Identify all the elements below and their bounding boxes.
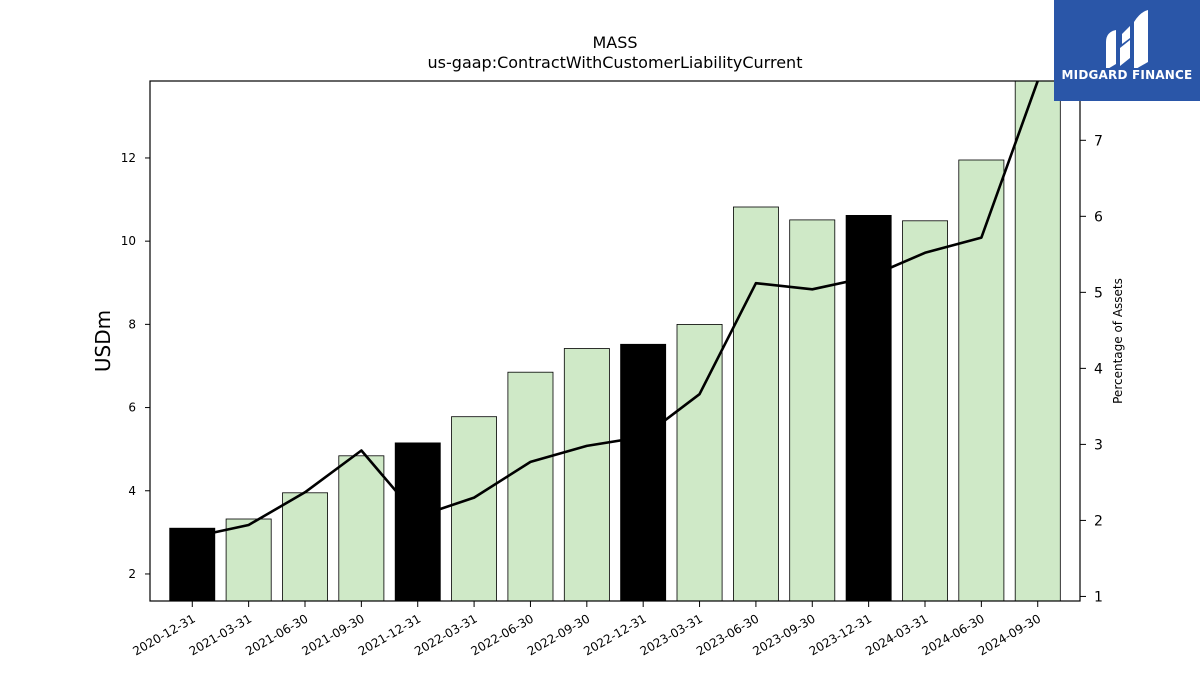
bar-2022-12-31 [620,343,667,602]
y2-tick-label: 1 [1094,589,1103,605]
y2-tick-label: 5 [1094,285,1103,301]
y2-tick-label: 4 [1094,361,1103,377]
bar-series [169,80,1061,602]
y2-tick-label: 6 [1094,209,1103,225]
bar-2023-03-31 [676,323,723,602]
y2-axis-label: Percentage of Assets [1111,278,1125,404]
y2-axis: 1 2 3 4 5 6 7 [1080,133,1103,605]
x-tick-label: 2020-12-31 [130,611,197,658]
brand-logo: MIDGARD FINANCE [1054,0,1200,101]
plot-frame [149,80,1081,602]
x-axis: 2020-12-312021-03-312021-06-302021-09-30… [130,601,1043,658]
x-tick-label: 2022-12-31 [581,611,648,658]
x-tick-label: 2022-03-31 [412,611,479,658]
bar-2023-12-31 [845,214,892,602]
bar-2021-03-31 [225,518,272,602]
y-tick-label: 12 [121,151,136,165]
bar-2022-03-31 [451,416,497,602]
x-tick-label: 2023-12-31 [807,611,874,658]
y-tick-label: 8 [128,317,136,331]
logo-mark-icon [1106,10,1148,68]
x-tick-label: 2023-09-30 [750,611,817,658]
y2-tick-label: 2 [1094,513,1103,529]
x-tick-label: 2024-03-31 [863,611,930,658]
bar-2022-06-30 [507,371,554,602]
x-tick-label: 2021-12-31 [356,611,423,658]
line-series [192,80,1039,539]
y-tick-label: 6 [128,401,136,415]
y-axis-label: USDm [91,310,115,372]
y-tick-label: 2 [128,567,136,581]
x-tick-label: 2024-09-30 [976,611,1043,658]
bar-2021-06-30 [282,492,328,602]
bar-2024-06-30 [958,159,1005,602]
x-tick-label: 2022-09-30 [525,611,592,658]
logo-text: MIDGARD FINANCE [1061,68,1193,82]
x-tick-label: 2021-06-30 [243,611,310,658]
y-axis: 2 4 6 8 10 12 [121,151,150,581]
x-tick-label: 2023-03-31 [638,611,705,658]
bar-2021-12-31 [394,442,441,602]
y2-tick-label: 3 [1094,437,1103,453]
bar-2024-03-31 [902,220,948,602]
bar-2023-06-30 [733,206,779,602]
y-tick-label: 10 [121,234,136,248]
x-tick-label: 2023-06-30 [694,611,761,658]
bar-2022-09-30 [563,348,610,602]
x-tick-label: 2021-03-31 [187,611,254,658]
bar-2020-12-31 [169,527,216,602]
bar-2024-09-30 [1014,80,1061,602]
y-tick-label: 4 [128,484,136,498]
x-tick-label: 2022-06-30 [469,611,536,658]
bar-2021-09-30 [338,455,385,602]
x-tick-label: 2024-06-30 [919,611,986,658]
x-tick-label: 2021-09-30 [299,611,366,658]
chart-title: MASS [592,33,637,52]
bar-2023-09-30 [789,219,836,602]
percentage-line [192,80,1039,539]
y2-tick-label: 7 [1094,133,1103,149]
chart-subtitle: us-gaap:ContractWithCustomerLiabilityCur… [428,53,803,72]
